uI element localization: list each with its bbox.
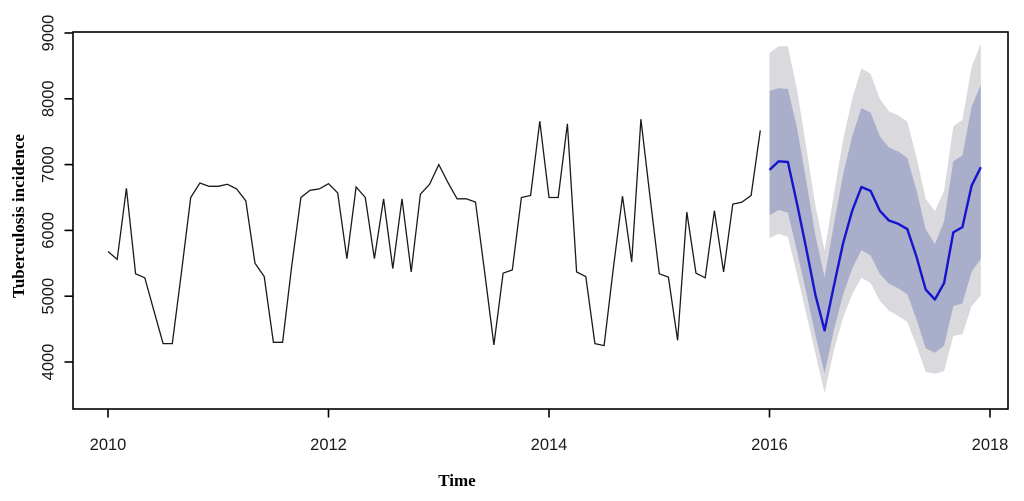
y-tick-label: 4000 <box>39 344 57 381</box>
plot-box <box>72 31 1009 410</box>
y-axis: 4000 5000 6000 7000 8000 9000 <box>39 15 73 381</box>
forecast-line <box>768 160 982 332</box>
y-tick-label: 6000 <box>39 212 57 249</box>
x-tick-label: 2016 <box>751 436 788 454</box>
y-tick-label: 8000 <box>39 80 57 117</box>
y-tick-label: 5000 <box>39 278 57 315</box>
y-tick-label: 7000 <box>39 146 57 183</box>
x-tick-label: 2018 <box>972 436 1009 454</box>
x-axis-title: Time <box>438 471 476 490</box>
x-tick-label: 2012 <box>310 436 347 454</box>
observed-line <box>107 119 761 347</box>
x-tick-label: 2014 <box>531 436 568 454</box>
y-axis-title: Tuberculosis incidence <box>9 134 28 298</box>
x-tick-label: 2010 <box>90 436 127 454</box>
confidence-band-80 <box>769 85 981 374</box>
y-tick-label: 9000 <box>39 15 57 52</box>
x-axis: 2010 2012 2014 2016 2018 <box>90 409 1009 454</box>
